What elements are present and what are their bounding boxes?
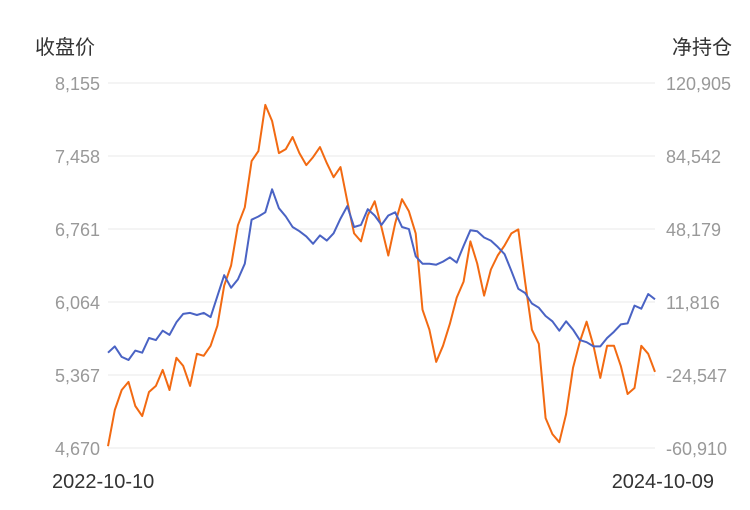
left-tick-label: 7,458 xyxy=(55,147,100,167)
left-tick-label: 8,155 xyxy=(55,74,100,94)
right-tick-label: 11,816 xyxy=(666,293,720,313)
x-axis-start-label: 2022-10-10 xyxy=(52,471,154,493)
right-tick-label: -24,547 xyxy=(666,366,727,386)
series-line-net-position xyxy=(107,103,656,447)
x-axis-end-label: 2024-10-09 xyxy=(612,471,714,493)
gridlines xyxy=(108,82,655,449)
right-tick-label: 84,542 xyxy=(666,147,721,167)
right-tick-label: 48,179 xyxy=(666,220,721,240)
left-tick-label: 6,761 xyxy=(55,220,100,240)
right-axis-ticks: 120,905 84,542 48,179 11,816 -24,547 -60,910 xyxy=(666,74,731,459)
left-tick-label: 4,670 xyxy=(55,439,100,459)
series-line-close-price xyxy=(107,188,656,361)
left-axis-ticks: 8,155 7,458 6,761 6,064 5,367 4,670 xyxy=(55,74,100,459)
right-axis-title: 净持仓 xyxy=(672,36,732,59)
left-tick-label: 6,064 xyxy=(55,293,100,313)
right-tick-label: -60,910 xyxy=(666,439,727,459)
left-tick-label: 5,367 xyxy=(55,366,100,386)
series-layer xyxy=(107,103,656,447)
left-axis-title: 收盘价 xyxy=(35,36,95,59)
right-tick-label: 120,905 xyxy=(666,74,731,94)
